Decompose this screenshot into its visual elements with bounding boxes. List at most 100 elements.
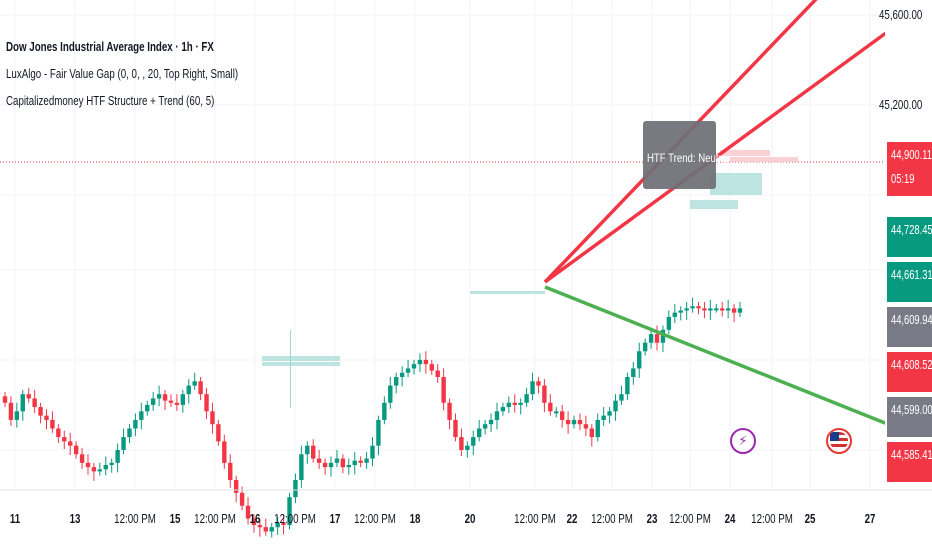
time-tick-label: 27 bbox=[865, 513, 876, 526]
candle-body bbox=[44, 415, 49, 420]
candle-body bbox=[38, 407, 43, 416]
candle-body bbox=[121, 437, 126, 450]
indicator-htf-label[interactable]: Capitalizedmoney HTF Structure + Trend (… bbox=[6, 94, 215, 108]
candle-body bbox=[429, 364, 434, 371]
candle-body bbox=[8, 402, 14, 420]
fvg-zone bbox=[720, 150, 770, 156]
candle-body bbox=[589, 428, 595, 438]
candle-body bbox=[494, 411, 500, 420]
candle-body bbox=[198, 381, 203, 395]
grid bbox=[0, 0, 885, 490]
candle-body bbox=[257, 525, 263, 528]
candle-body bbox=[370, 445, 375, 459]
candle-body bbox=[340, 458, 346, 468]
candle-body bbox=[180, 394, 186, 405]
indicator-fvg-label[interactable]: LuxAlgo - Fair Value Gap (0, 0, , 20, To… bbox=[6, 67, 239, 81]
candle-body bbox=[228, 462, 233, 480]
time-tick-label: 11 bbox=[10, 513, 20, 526]
price-tick-label: 45,200.00 bbox=[879, 99, 922, 112]
candle-body bbox=[210, 411, 215, 425]
candle-body bbox=[607, 411, 612, 416]
candle-body bbox=[631, 368, 636, 378]
candle-body bbox=[595, 419, 600, 438]
candle-body bbox=[56, 428, 61, 438]
candle-body bbox=[50, 419, 55, 429]
price-label: 44,609.94 bbox=[891, 314, 932, 328]
time-tick-label: 12:00 PM bbox=[514, 513, 556, 526]
candle-body bbox=[97, 469, 103, 472]
time-tick-label: 12:00 PM bbox=[669, 513, 711, 526]
time-tick-label: 20 bbox=[465, 513, 476, 526]
candle-body bbox=[559, 411, 565, 420]
candle-body bbox=[358, 460, 363, 463]
candle-body bbox=[68, 441, 73, 446]
candle-body bbox=[186, 385, 191, 395]
fvg-zone bbox=[290, 330, 291, 408]
candle-body bbox=[127, 428, 132, 438]
candle-body bbox=[346, 464, 351, 468]
candle-body bbox=[536, 381, 541, 386]
candle-body bbox=[565, 419, 571, 425]
candle-body bbox=[233, 480, 239, 493]
price-axis: 45,600.00 45,200.00 44,900.11 05:19 44,728.4… bbox=[879, 0, 932, 550]
candle-body bbox=[482, 424, 488, 429]
candle-body bbox=[435, 370, 440, 378]
candle-body bbox=[91, 467, 97, 472]
candle-body bbox=[554, 411, 559, 414]
candle-body bbox=[109, 462, 114, 465]
chart-legend: Dow Jones Industrial Average Index · 1h … bbox=[6, 34, 304, 115]
time-tick-label: 23 bbox=[647, 513, 658, 526]
candle-body bbox=[512, 402, 517, 405]
candle-body bbox=[281, 522, 286, 526]
price-label: 44,728.45 bbox=[891, 224, 932, 238]
price-label: 44,599.00 bbox=[891, 404, 932, 418]
lower-trend-line bbox=[544, 285, 891, 427]
candle-body bbox=[115, 449, 120, 463]
us-flag-icon[interactable] bbox=[826, 428, 852, 454]
fvg-zone bbox=[470, 291, 545, 294]
candle-body bbox=[79, 454, 85, 463]
price-label-bg bbox=[887, 442, 932, 482]
candle-body bbox=[334, 458, 340, 463]
time-tick-label: 25 bbox=[805, 513, 816, 526]
candle-body bbox=[690, 306, 695, 309]
candle-body bbox=[14, 411, 20, 420]
symbol-title[interactable]: Dow Jones Industrial Average Index · 1h … bbox=[6, 40, 214, 54]
price-tick-label: 45,600.00 bbox=[879, 9, 922, 22]
price-label-bg bbox=[887, 397, 932, 437]
candle-body bbox=[293, 480, 298, 498]
candle-body bbox=[423, 359, 429, 365]
time-tick-label: 18 bbox=[410, 513, 421, 526]
candle-body bbox=[471, 437, 476, 446]
candle-body bbox=[714, 308, 719, 311]
candle-body bbox=[311, 445, 316, 459]
candle-body bbox=[32, 398, 37, 408]
candle-body bbox=[678, 310, 683, 313]
candle-body bbox=[619, 394, 624, 401]
candle-body bbox=[316, 458, 322, 463]
lightning-event-icon[interactable]: ⚡ bbox=[730, 428, 756, 454]
candle-body bbox=[245, 505, 251, 519]
candle-body bbox=[666, 316, 672, 330]
candle-body bbox=[548, 402, 553, 412]
candle-body bbox=[62, 437, 67, 442]
price-label-bg bbox=[887, 217, 932, 257]
time-tick-label: 12:00 PM bbox=[194, 513, 236, 526]
candle-body bbox=[305, 445, 310, 455]
candle-body bbox=[328, 462, 334, 468]
candle-body bbox=[168, 400, 174, 403]
candle-body bbox=[642, 342, 648, 352]
price-label: 44,585.41 bbox=[891, 449, 932, 463]
candle-body bbox=[637, 351, 642, 369]
candle-body bbox=[672, 312, 677, 317]
candle-body bbox=[453, 419, 458, 438]
candle-body bbox=[216, 424, 221, 442]
candle-body bbox=[263, 527, 269, 532]
candle-body bbox=[26, 394, 31, 399]
time-tick-label: 12:00 PM bbox=[591, 513, 633, 526]
time-tick-label: 12:00 PM bbox=[354, 513, 396, 526]
fvg-zone bbox=[730, 157, 798, 162]
candle-body bbox=[150, 398, 156, 405]
candle-body bbox=[601, 415, 606, 420]
candle-body bbox=[702, 308, 707, 311]
